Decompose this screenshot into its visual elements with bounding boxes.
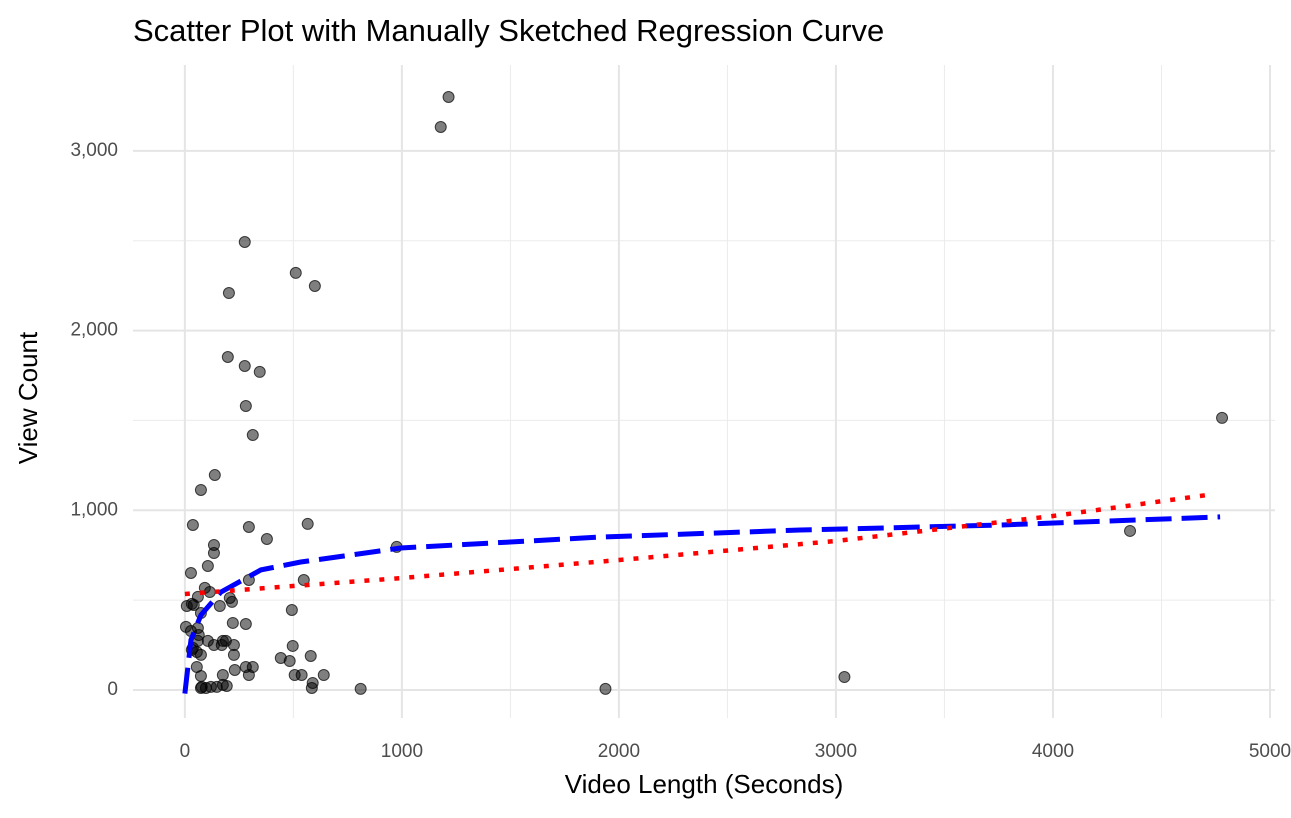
scatter-point: [301, 517, 314, 530]
scatter-point: [442, 90, 455, 103]
scatter-point: [354, 682, 367, 695]
y-tick-label: 3,000: [70, 140, 118, 161]
scatter-point: [220, 680, 233, 693]
scatter-point: [216, 669, 229, 682]
scatter-point: [221, 350, 234, 363]
scatter-point: [838, 671, 851, 684]
y-tick-label: 0: [107, 679, 118, 700]
scatter-point: [238, 235, 251, 248]
scatter-point: [208, 469, 221, 482]
scatter-point: [210, 680, 223, 693]
scatter-point: [201, 559, 214, 572]
x-tick-label: 1000: [381, 741, 423, 762]
scatter-point: [228, 664, 241, 677]
scatter-point: [219, 634, 232, 647]
plot-area: [179, 90, 1229, 695]
x-axis-label: Video Length (Seconds): [565, 769, 844, 799]
scatter-point: [317, 669, 330, 682]
scatter-point: [185, 597, 198, 610]
y-tick-label: 2,000: [70, 320, 118, 341]
x-tick-label: 2000: [598, 741, 640, 762]
scatter-point: [297, 573, 310, 586]
scatter-point: [222, 287, 235, 300]
y-axis-label: View Count: [13, 331, 43, 464]
scatter-point: [283, 655, 296, 668]
scatter-point: [242, 520, 255, 533]
x-tick-label: 0: [180, 741, 191, 762]
y-tick-label: 1,000: [70, 499, 118, 520]
scatter-point: [195, 680, 208, 693]
scatter-point: [304, 650, 317, 663]
regression-curve: [184, 491, 1214, 597]
scatter-point: [1124, 524, 1137, 537]
scatter-point: [295, 669, 308, 682]
scatter-point: [599, 682, 612, 695]
scatter-point: [260, 533, 273, 546]
scatter-point: [246, 428, 259, 441]
scatter-point: [194, 648, 207, 661]
scatter-point: [305, 681, 318, 694]
x-tick-label: 5000: [1249, 741, 1291, 762]
scatter-point: [239, 618, 252, 631]
grid: [133, 65, 1275, 718]
scatter-point: [203, 586, 216, 599]
scatter-point: [434, 120, 447, 133]
scatter-point: [194, 483, 207, 496]
scatter-point: [242, 669, 255, 682]
scatter-point: [308, 280, 321, 293]
scatter-point: [286, 639, 299, 652]
chart-title: Scatter Plot with Manually Sketched Regr…: [133, 13, 884, 48]
scatter-point: [253, 365, 266, 378]
scatter-point: [285, 604, 298, 617]
scatter-point: [213, 600, 226, 613]
scatter-point: [207, 547, 220, 560]
scatter-point: [194, 669, 207, 682]
regression-curve: [182, 514, 1221, 694]
x-tick-label: 3000: [815, 741, 857, 762]
scatter-point: [239, 400, 252, 413]
scatter-point: [289, 266, 302, 279]
scatter-point: [1216, 411, 1229, 424]
scatter-point: [186, 519, 199, 532]
scatter-point: [184, 566, 197, 579]
x-tick-label: 4000: [1032, 741, 1074, 762]
scatter-point: [227, 648, 240, 661]
scatter-point: [238, 359, 251, 372]
scatter-point: [225, 595, 238, 608]
scatter-point: [226, 616, 239, 629]
